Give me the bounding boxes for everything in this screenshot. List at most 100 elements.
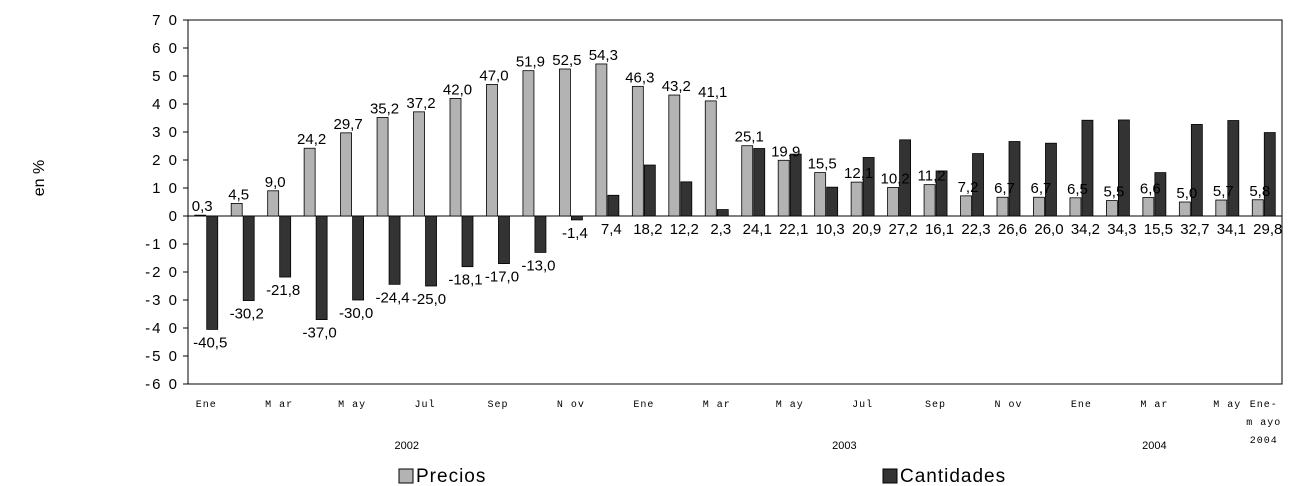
bar-precios xyxy=(303,147,316,217)
plot-area xyxy=(187,19,1283,385)
x-tick-label: Sep xyxy=(925,400,946,411)
bar-cantidades xyxy=(643,164,656,217)
y-tick-label: -6 0 xyxy=(145,376,179,393)
x-axis-ticks: Ene M ar M ay Jul Sep N ov Ene M ar M ay Jul Sep N … xyxy=(196,399,1281,447)
data-label-cantidades: -17,0 xyxy=(485,269,519,286)
data-label-precios: 19,9 xyxy=(771,143,800,160)
bar-precios xyxy=(1069,197,1082,217)
data-label-cantidades: 34,3 xyxy=(1107,221,1136,238)
data-label-precios: 6,6 xyxy=(1140,181,1161,198)
bar-cantidades xyxy=(1263,132,1276,217)
data-label-cantidades: 10,3 xyxy=(816,221,845,238)
data-label-cantidades: 15,5 xyxy=(1144,221,1173,238)
bar-precios xyxy=(413,111,425,217)
x-tick-label: M ay xyxy=(338,400,366,411)
year-label: 2004 xyxy=(1142,440,1166,452)
x-tick-label: Ene- xyxy=(1250,400,1278,411)
data-label-cantidades: 32,7 xyxy=(1180,221,1209,238)
bar-precios xyxy=(1178,201,1191,217)
bar-precios xyxy=(1251,199,1264,217)
legend-label: Cantidades xyxy=(900,466,1006,486)
data-label-precios: 6,5 xyxy=(1067,181,1088,198)
data-labels: 0,3 -40,5 4,5 -30,2 9,0 -21,8 24,2 -37,0 29,7 -30… xyxy=(192,47,1283,351)
data-label-precios: 6,7 xyxy=(1031,180,1052,197)
data-label-cantidades: -40,5 xyxy=(193,334,227,351)
y-tick-label: 5 0 xyxy=(152,68,179,85)
year-label: 2002 xyxy=(395,440,419,452)
bar-precios xyxy=(741,145,754,217)
data-label-precios: 10,2 xyxy=(880,170,909,187)
bar-precios xyxy=(850,181,863,217)
bar-precios xyxy=(449,98,462,217)
bar-precios xyxy=(376,117,389,217)
data-label-cantidades: -13,0 xyxy=(521,257,555,274)
bar-precios xyxy=(996,196,1009,217)
data-label-precios: 12,1 xyxy=(844,165,873,182)
x-tick-label: N ov xyxy=(994,400,1022,411)
bar-cantidades xyxy=(1154,172,1167,217)
data-label-precios: 5,0 xyxy=(1176,185,1197,202)
y-tick-label: 2 0 xyxy=(152,152,179,169)
bar-precios xyxy=(631,85,644,217)
bar-precios xyxy=(1142,197,1155,217)
data-label-cantidades: 20,9 xyxy=(852,221,881,238)
bar-precios xyxy=(340,132,353,217)
bar-precios xyxy=(704,100,717,217)
data-label-precios: 54,3 xyxy=(589,47,618,64)
bar-precios xyxy=(777,159,790,217)
data-label-cantidades: 26,0 xyxy=(1034,221,1063,238)
legend-swatch xyxy=(398,468,414,484)
bar-cantidades xyxy=(789,153,802,217)
data-label-cantidades: 29,8 xyxy=(1253,221,1282,238)
bar-cantidades xyxy=(607,194,620,217)
bar-cantidades xyxy=(716,209,729,217)
year-labels: 2002 2003 2004 xyxy=(395,440,1167,452)
x-tick-label: M ar xyxy=(703,400,731,411)
data-label-precios: 42,0 xyxy=(443,81,472,98)
data-label-precios: 5,8 xyxy=(1249,183,1270,200)
data-label-cantidades: -18,1 xyxy=(448,272,482,289)
bar-precios xyxy=(522,70,535,217)
bar-cantidades xyxy=(315,215,328,320)
bar-precios xyxy=(595,63,608,217)
bar-cantidades xyxy=(425,215,437,287)
data-label-cantidades: 27,2 xyxy=(888,221,917,238)
data-label-precios: 46,3 xyxy=(625,69,654,86)
data-label-precios: 11,2 xyxy=(918,168,946,185)
x-tick-label: M ay xyxy=(1213,400,1241,411)
data-label-cantidades: 7,4 xyxy=(601,221,622,238)
y-tick-label: 4 0 xyxy=(152,96,179,113)
data-label-cantidades: -25,0 xyxy=(412,291,446,308)
legend-label: Precios xyxy=(416,466,486,486)
data-label-cantidades: 12,2 xyxy=(670,221,699,238)
data-label-cantidades: 16,1 xyxy=(925,221,954,238)
bar-cantidades xyxy=(498,215,510,264)
data-label-precios: 24,2 xyxy=(297,131,326,148)
bar-cantidades xyxy=(1190,124,1203,217)
data-label-precios: 41,1 xyxy=(698,84,727,101)
data-label-cantidades: -24,4 xyxy=(375,289,409,306)
data-label-precios: 29,7 xyxy=(333,116,362,133)
x-tick-label: Ene xyxy=(633,400,654,411)
bar-cantidades xyxy=(279,215,292,278)
data-label-cantidades: 22,1 xyxy=(779,221,808,238)
bar-precios xyxy=(1033,196,1045,217)
bar-precios xyxy=(814,172,827,217)
bar-precios xyxy=(923,184,936,217)
data-label-precios: 4,5 xyxy=(228,186,249,203)
data-label-precios: 51,9 xyxy=(516,54,545,71)
x-tick-label: Ene xyxy=(1071,400,1092,411)
y-tick-label: 6 0 xyxy=(152,40,179,57)
bar-precios xyxy=(960,195,972,217)
bar-cantidades xyxy=(1227,120,1240,217)
data-label-precios: 7,2 xyxy=(958,179,979,196)
y-tick-label: -1 0 xyxy=(145,236,179,253)
bar-precios xyxy=(559,68,571,217)
data-label-cantidades: -1,4 xyxy=(562,225,588,242)
data-label-cantidades: -21,8 xyxy=(266,282,300,299)
bar-precios xyxy=(887,187,899,217)
data-label-precios: 37,2 xyxy=(406,95,435,112)
x-tick-label: N ov xyxy=(557,400,585,411)
y-tick-label: -4 0 xyxy=(145,320,179,337)
bar-precios xyxy=(194,214,207,217)
